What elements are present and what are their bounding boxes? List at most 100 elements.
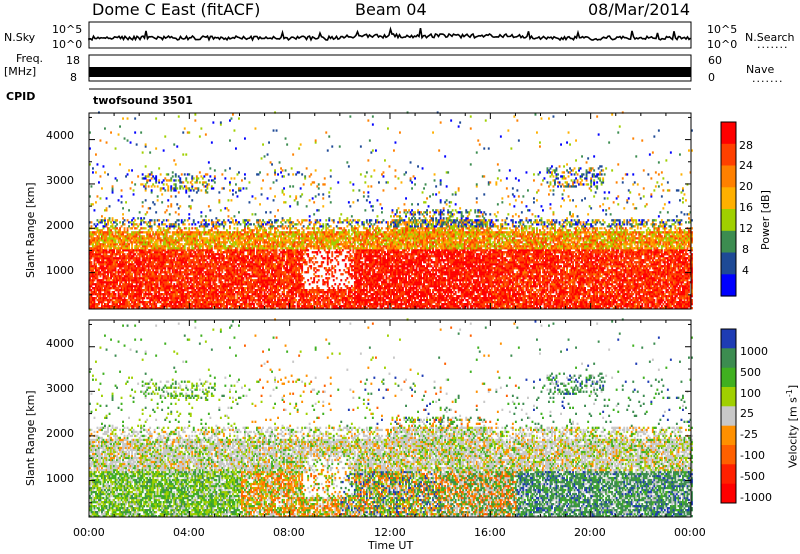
power-cell (134, 265, 136, 267)
power-cell (125, 263, 127, 265)
power-cell (152, 269, 154, 271)
power-cell (104, 127, 106, 129)
power-cell (139, 245, 141, 247)
power-cell (100, 197, 102, 199)
power-cell (145, 177, 147, 179)
power-cell (107, 303, 109, 305)
power-cell (149, 259, 151, 261)
power-cell (115, 177, 117, 179)
power-cell (130, 271, 132, 273)
power-cell (97, 163, 99, 165)
power-cell (139, 265, 141, 267)
power-cell (142, 183, 144, 185)
power-cell (134, 219, 136, 221)
power-cell (134, 253, 136, 255)
power-cell (142, 219, 144, 221)
power-cell (109, 289, 111, 291)
power-cell (139, 279, 141, 281)
power-cell (121, 275, 123, 277)
power-cell (131, 275, 133, 277)
power-cell (151, 171, 153, 173)
power-cell (121, 201, 123, 203)
power-cell (146, 211, 148, 213)
power-cell (121, 267, 123, 269)
power-cell (134, 117, 136, 119)
power-cell (139, 275, 141, 277)
power-cell (154, 223, 156, 225)
power-cell (154, 261, 156, 263)
power-cell (91, 257, 93, 259)
power-cell (133, 189, 135, 191)
power-cell (154, 203, 156, 205)
power-cell (92, 167, 94, 169)
power-cell (127, 231, 129, 233)
power-cell (115, 293, 117, 295)
power-cell (125, 175, 127, 177)
power-cell (95, 225, 97, 227)
power-cell (145, 239, 147, 241)
power-cell (106, 253, 108, 255)
power-cell (148, 185, 150, 187)
power-cell (157, 185, 159, 187)
power-cell (145, 145, 147, 147)
power-cell (128, 209, 130, 211)
power-cell (157, 271, 159, 273)
power-cell (121, 195, 123, 197)
power-cell (107, 275, 109, 277)
power-cell (103, 279, 105, 281)
power-cell (112, 299, 114, 301)
power-cell (121, 291, 123, 293)
power-cell (98, 269, 100, 271)
power-cell (143, 255, 145, 257)
power-cell (134, 301, 136, 303)
power-cell (136, 275, 138, 277)
power-cell (155, 273, 157, 275)
power-cell (94, 299, 96, 301)
power-cell (148, 305, 150, 307)
power-cell (131, 245, 133, 247)
power-cell (155, 117, 157, 119)
power-cell (131, 247, 133, 249)
power-cell (133, 251, 135, 253)
power-cell (131, 181, 133, 183)
power-cell (133, 225, 135, 227)
power-cell (146, 279, 148, 281)
power-cell (100, 139, 102, 141)
power-cell (113, 251, 115, 253)
power-cell (104, 171, 106, 173)
power-cell (142, 299, 144, 301)
power-cell (107, 223, 109, 225)
power-cell (131, 261, 133, 263)
power-cell (110, 229, 112, 231)
power-cell (106, 247, 108, 249)
power-cell (149, 233, 151, 235)
power-cell (157, 241, 159, 243)
power-cell (155, 211, 157, 213)
power-cell (136, 283, 138, 285)
power-cell (107, 173, 109, 175)
power-cell (128, 301, 130, 303)
power-cell (95, 233, 97, 235)
power-cell (97, 275, 99, 277)
power-cell (116, 227, 118, 229)
power-cell (155, 175, 157, 177)
power-cell (128, 245, 130, 247)
power-cell (142, 173, 144, 175)
power-cell (110, 247, 112, 249)
power-cell (127, 229, 129, 231)
power-cell (124, 297, 126, 299)
power-cell (127, 219, 129, 221)
power-cell (109, 297, 111, 299)
power-cell (112, 187, 114, 189)
power-cell (139, 299, 141, 301)
power-cell (130, 253, 132, 255)
power-cell (119, 237, 121, 239)
power-cell (149, 291, 151, 293)
power-cell (149, 151, 151, 153)
power-cell (131, 283, 133, 285)
power-cell (112, 225, 114, 227)
power-cell (142, 205, 144, 207)
power-cell (91, 295, 93, 297)
power-cell (127, 299, 129, 301)
power-cell (106, 197, 108, 199)
